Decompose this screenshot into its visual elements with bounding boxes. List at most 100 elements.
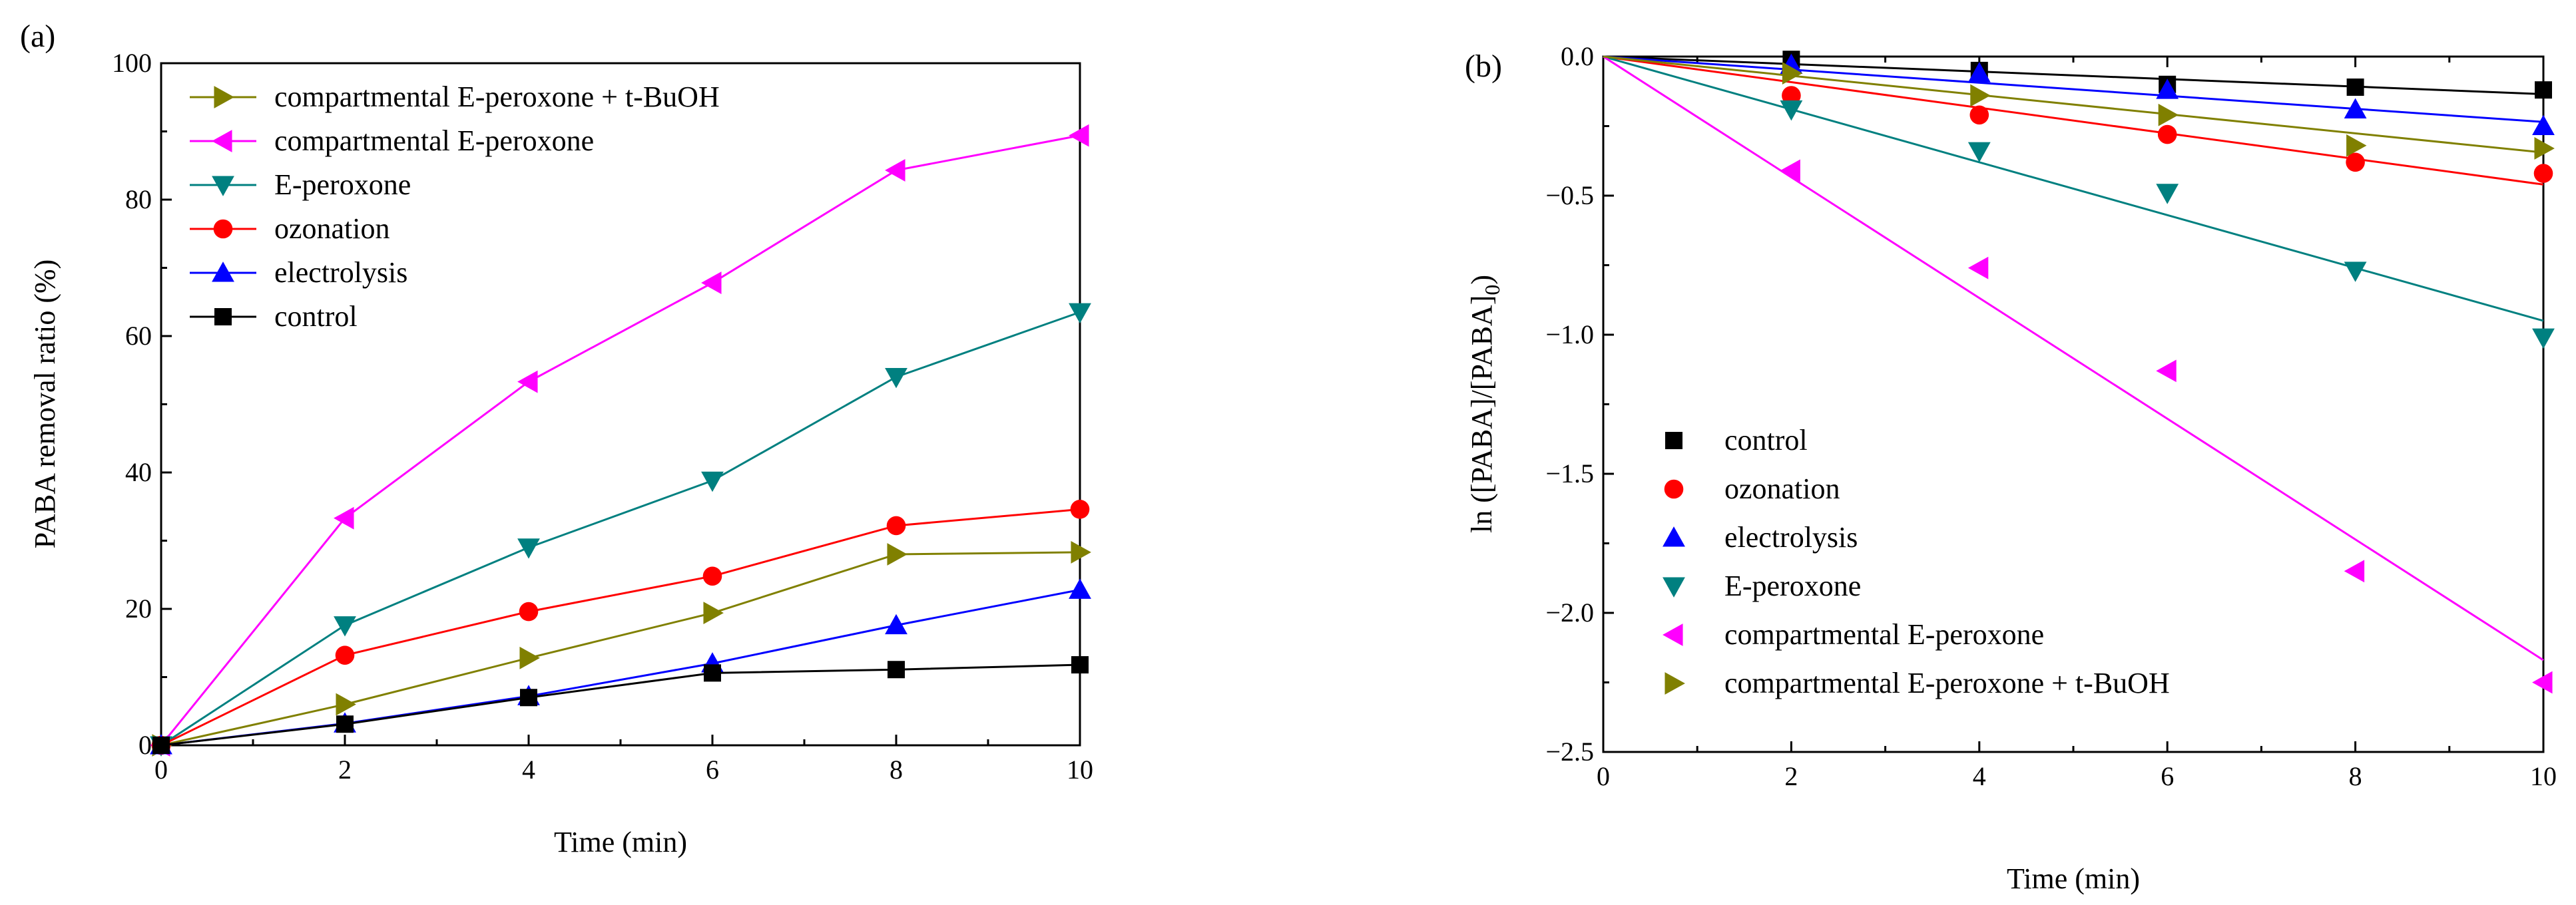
panel-b-legend-label: compartmental E-peroxone + t-BuOH	[1724, 667, 2170, 699]
panel-b-x-axis-title: Time (min)	[2007, 862, 2140, 895]
panel-b-legend-item-electrolysis: electrolysis	[1663, 521, 1858, 554]
panel-b-point-compartmental-e-peroxone	[2532, 671, 2553, 694]
panel-a-legend: compartmental E-peroxone + t-BuOH compart…	[190, 81, 720, 333]
panel-a-series	[150, 124, 1091, 757]
panel-b-legend-label: control	[1724, 424, 1808, 456]
panel-b-point-ozonation	[2346, 152, 2365, 172]
panel-b-fit-line-control	[1603, 55, 2544, 95]
panel-a-y-tick-label: 60	[125, 321, 152, 351]
panel-a-series-control	[152, 656, 1089, 754]
panel-a-line-e-peroxone	[160, 311, 1081, 747]
panel-b-y-tick-label: −2.5	[1545, 737, 1594, 767]
panel-a-x-tick-label: 8	[890, 755, 903, 785]
panel-b-legend-item-control: control	[1665, 424, 1808, 456]
panel-b-point-compartmental-e-peroxone-t-buoh	[2534, 137, 2555, 160]
panel-a-label: (a)	[20, 19, 55, 54]
panel-a-y-tick-label: 100	[112, 48, 152, 78]
panel-a-point-e-peroxone	[701, 471, 724, 492]
panel-b-series-compartmental-e-peroxone	[1780, 159, 2553, 694]
panel-a-point-ozonation	[886, 516, 906, 536]
panel-b-fit-line-e-peroxone	[1603, 55, 2544, 322]
panel-b-series-compartmental-e-peroxone-t-buoh	[1782, 62, 2555, 160]
panel-b-point-compartmental-e-peroxone	[1780, 159, 1800, 182]
panel-a-point-compartmental-e-peroxone-t-buoh	[887, 543, 907, 566]
panel-a-point-control	[704, 664, 721, 682]
panel-b-fit-line-compartmental-e-peroxone-t-buoh	[1603, 55, 2544, 154]
panel-b-series	[1780, 51, 2555, 694]
panel-a-point-compartmental-e-peroxone-t-buoh	[1071, 541, 1091, 564]
panel-b-legend-marker	[1663, 624, 1683, 646]
panel-b-legend-label: E-peroxone	[1724, 570, 1861, 602]
panel-b-legend-label: compartmental E-peroxone	[1724, 618, 2044, 651]
panel-b-x-tick-label: 8	[2349, 761, 2362, 791]
panel-b-label: (b)	[1465, 49, 1502, 84]
panel-a-series-electrolysis	[150, 578, 1091, 755]
panel-a-point-control	[152, 737, 170, 754]
panel-a-y-tick-label: 40	[125, 457, 152, 487]
panel-b-legend-item-ozonation: ozonation	[1664, 472, 1840, 505]
panel-b-point-compartmental-e-peroxone	[2156, 359, 2177, 383]
panel-a-legend-label: control	[274, 300, 358, 333]
panel-b-point-e-peroxone	[2344, 262, 2367, 282]
panel-a-y-axis-title: PABA removal ratio (%)	[29, 260, 61, 549]
panel-a-point-ozonation	[702, 566, 722, 586]
panel-b-legend-marker	[1665, 432, 1682, 449]
panel-b-point-ozonation	[1782, 86, 1801, 105]
panel-a-line-compartmental-e-peroxone	[160, 134, 1081, 746]
panel-b-x-tick-label: 10	[2530, 761, 2557, 791]
panel-a-y-tick-label: 0	[138, 730, 152, 760]
panel-a-legend-marker	[214, 308, 232, 325]
panel-a-legend-item-compartmental-e-peroxone: compartmental E-peroxone	[190, 124, 594, 157]
panel-a-point-compartmental-e-peroxone-t-buoh	[703, 602, 724, 625]
panel-a-legend-item-electrolysis: electrolysis	[190, 256, 407, 289]
panel-b-point-compartmental-e-peroxone-t-buoh	[2346, 134, 2367, 157]
panel-b-y-tick-label: −2.0	[1545, 598, 1594, 628]
panel-a-legend-label: electrolysis	[274, 256, 407, 289]
panel-b-x-tick-label: 6	[2161, 761, 2174, 791]
panel-b-x-tick-label: 0	[1597, 761, 1610, 791]
panel-a-legend-marker	[212, 176, 234, 196]
panel-b-fit-line-ozonation	[1603, 55, 2544, 186]
panel-a-legend-item-control: control	[190, 300, 358, 333]
panel-a-legend-label: compartmental E-peroxone	[274, 124, 594, 157]
panel-a-point-compartmental-e-peroxone-t-buoh	[519, 646, 540, 669]
panel-b-legend-item-compartmental-e-peroxone: compartmental E-peroxone	[1663, 618, 2044, 651]
panel-a-legend-label: E-peroxone	[274, 168, 411, 201]
panel-a-point-electrolysis	[885, 614, 907, 635]
panel-b-legend-marker	[1663, 577, 1685, 598]
panel-a-point-ozonation	[519, 602, 539, 622]
panel-b-point-compartmental-e-peroxone	[1967, 256, 1989, 279]
panel-b-point-control	[2535, 81, 2552, 99]
panel-b-fit-line-electrolysis	[1603, 55, 2544, 123]
panel-b-y-tick-label: −1.0	[1545, 319, 1594, 349]
panel-b-point-electrolysis	[2344, 98, 2367, 118]
panel-a-legend-marker	[214, 86, 234, 108]
panel-a-x-tick-label: 2	[338, 755, 352, 785]
panel-a-point-compartmental-e-peroxone-t-buoh	[336, 693, 356, 716]
panel-a-point-compartmental-e-peroxone	[885, 159, 905, 182]
panel-b-y-axis-title-main: ln ([PABA]/[PABA]	[1465, 295, 1498, 533]
panel-b-y-tick-label: 0.0	[1561, 41, 1594, 71]
panel-a-legend-label: compartmental E-peroxone + t-BuOH	[274, 81, 720, 113]
panel-a-y-tick-label: 20	[125, 594, 152, 624]
panel-a-point-compartmental-e-peroxone	[1069, 124, 1089, 147]
panel-b-point-compartmental-e-peroxone-t-buoh	[1782, 62, 1803, 85]
panel-a-point-e-peroxone	[517, 538, 540, 559]
panel-a-point-control	[520, 689, 537, 707]
panel-a-legend-item-ozonation: ozonation	[190, 212, 390, 245]
panel-b-y-tick-label: −1.5	[1545, 458, 1594, 488]
panel-b-legend-item-e-peroxone: E-peroxone	[1663, 570, 1861, 602]
panel-a-legend-marker	[212, 262, 234, 282]
panel-b-point-electrolysis	[2532, 114, 2555, 136]
panel-b-point-electrolysis	[1967, 62, 1991, 83]
panel-b-legend-marker	[1663, 526, 1685, 547]
panel-b-series-ozonation	[1782, 86, 2553, 183]
panel-b-y-tick-label: −0.5	[1545, 180, 1594, 210]
panel-a-legend-marker	[212, 130, 232, 152]
panel-a-line-ozonation	[160, 508, 1081, 747]
panel-a-legend-item-compartmental-e-peroxone-t-buoh: compartmental E-peroxone + t-BuOH	[190, 81, 720, 113]
panel-b-legend-marker	[1664, 479, 1684, 499]
